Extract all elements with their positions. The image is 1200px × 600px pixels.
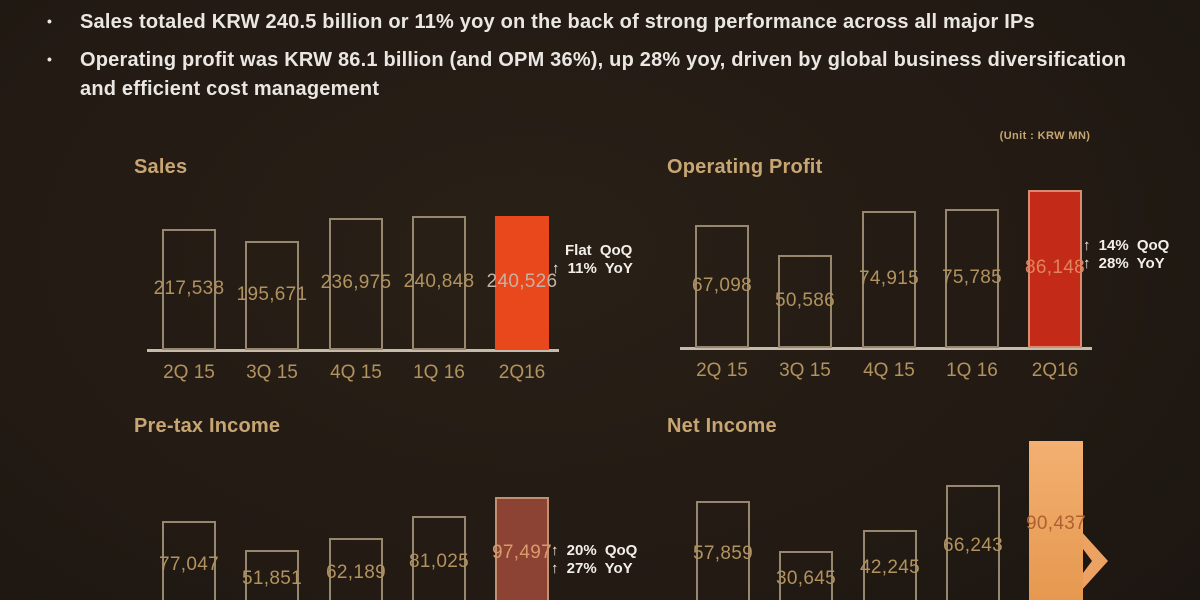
bar <box>862 211 916 348</box>
axis-label: 2Q16 <box>498 362 546 383</box>
bar-value: 195,671 <box>236 283 308 305</box>
bar-value: 57,859 <box>693 542 753 564</box>
bar-value: 81,025 <box>409 551 469 572</box>
axis-label: 1Q 16 <box>413 362 465 383</box>
unit-label: (Unit : KRW MN) <box>999 130 1091 142</box>
bar-value: 51,851 <box>242 568 302 589</box>
bar <box>329 538 383 600</box>
bar-value: 50,586 <box>775 289 835 311</box>
bar <box>945 209 999 348</box>
growth-annotation: ↑ 14% QoQ ↑ 28% YoY <box>1083 237 1169 273</box>
bar <box>245 550 299 600</box>
bar <box>329 218 383 350</box>
bar-value: 90,437 <box>1026 512 1086 534</box>
annotation-line: ↑ 28% YoY <box>1083 255 1165 272</box>
x-axis <box>147 349 559 352</box>
bar-highlight <box>495 497 549 600</box>
axis-label: 4Q 15 <box>330 362 382 383</box>
bullet-icon: • <box>47 13 53 29</box>
bar-value: 217,538 <box>153 277 225 299</box>
bullet-item-operating-profit: • Operating profit was KRW 86.1 billion … <box>44 46 1174 104</box>
bar-value: 74,915 <box>859 267 919 289</box>
annotation-line: ↑ 11% YoY <box>552 260 633 277</box>
bar <box>245 241 299 350</box>
chart-title-operating-profit: Operating Profit <box>667 156 823 178</box>
bar-value: 67,098 <box>692 274 752 296</box>
bar-value: 77,047 <box>159 553 219 575</box>
bar <box>946 485 1000 600</box>
bullet-text-line: Sales totaled KRW 240.5 billion or 11% y… <box>80 11 1035 33</box>
growth-annotation: ↑ 20% QoQ ↑ 27% YoY <box>551 542 637 578</box>
bar <box>412 216 466 350</box>
bar <box>695 225 749 348</box>
bar-value: 240,848 <box>403 271 475 292</box>
bar <box>162 229 216 350</box>
bullet-text-line: and efficient cost management <box>80 78 380 100</box>
axis-label: 2Q16 <box>1031 360 1079 381</box>
chart-title-pretax-income: Pre-tax Income <box>134 415 281 437</box>
chart-title-sales: Sales <box>134 156 188 178</box>
bar-value: 236,975 <box>320 272 392 293</box>
bar-value: 97,497 <box>492 541 552 563</box>
annotation-line: ↑ 20% QoQ <box>551 542 638 559</box>
annotation-line: Flat QoQ <box>565 242 633 259</box>
bar-value: 42,245 <box>860 557 920 578</box>
x-axis <box>680 347 1092 350</box>
bar-value: 75,785 <box>942 266 1002 288</box>
chart-title-net-income: Net Income <box>667 415 777 437</box>
bullet-item-sales: • Sales totaled KRW 240.5 billion or 11%… <box>44 8 1174 37</box>
bar <box>779 551 833 600</box>
annotation-line: ↑ 14% QoQ <box>1083 237 1170 254</box>
highlight-arrow-icon <box>1080 530 1108 592</box>
bar <box>778 255 832 348</box>
bullet-text-line: Operating profit was KRW 86.1 billion (a… <box>80 49 1127 71</box>
annotation-line: ↑ 27% YoY <box>551 560 633 577</box>
axis-label: 3Q 15 <box>246 362 298 383</box>
bar-highlight <box>495 216 549 350</box>
bar <box>696 501 750 600</box>
axis-label: 2Q 15 <box>163 362 215 383</box>
growth-annotation: Flat QoQ ↑ 11% YoY <box>552 242 633 278</box>
bar-value: 240,526 <box>486 271 558 292</box>
bar <box>412 516 466 600</box>
axis-label: 3Q 15 <box>779 360 831 381</box>
bar <box>863 530 917 600</box>
axis-label: 1Q 16 <box>946 360 998 381</box>
bar-value: 30,645 <box>776 567 836 589</box>
bar-value: 66,243 <box>943 534 1003 556</box>
bar-highlight <box>1029 441 1083 600</box>
summary-bullets: • Sales totaled KRW 240.5 billion or 11%… <box>44 8 1174 113</box>
bar-highlight <box>1028 190 1082 348</box>
bar-value: 62,189 <box>326 562 386 583</box>
bullet-icon: • <box>47 51 53 67</box>
bar <box>162 521 216 600</box>
axis-label: 2Q 15 <box>696 360 748 381</box>
axis-label: 4Q 15 <box>863 360 915 381</box>
bar-value: 86,148 <box>1025 257 1085 278</box>
